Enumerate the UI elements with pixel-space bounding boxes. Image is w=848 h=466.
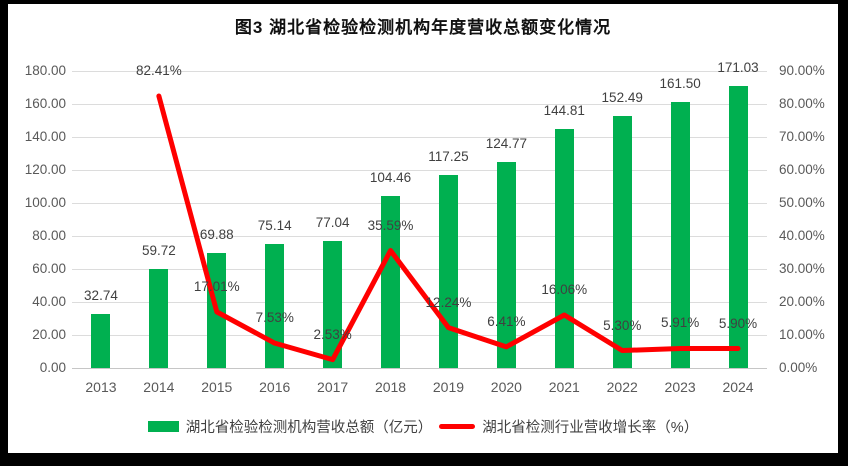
line-value-label-2022: 5.30% (603, 317, 642, 333)
gridline (72, 202, 767, 204)
legend-bar-label: 湖北省检验检测机构营收总额（亿元） (185, 420, 433, 436)
legend-line-swatch (439, 424, 476, 429)
x-axis-tick-2014: 2014 (143, 379, 175, 395)
y-axis-left-tick: 120.00 (24, 162, 66, 177)
bar-2015 (207, 252, 227, 368)
bar-value-label-2018: 104.46 (369, 169, 412, 185)
line-value-label-2020: 6.41% (487, 313, 526, 329)
gridline (72, 136, 767, 138)
bar-2016 (265, 244, 285, 368)
x-axis-tick-2020: 2020 (490, 379, 522, 395)
line-value-label-2023: 5.91% (660, 315, 700, 331)
y-axis-right-tick: 80.00% (779, 96, 825, 111)
x-axis-tick-2013: 2013 (85, 379, 117, 395)
line-value-label-2019: 12.24% (425, 294, 472, 310)
bar-2014 (149, 269, 169, 368)
y-axis-right-tick: 50.00% (779, 195, 825, 210)
x-axis-tick-2022: 2022 (606, 379, 638, 395)
line-value-label-2015: 17.01% (193, 278, 240, 294)
x-axis-tick-2017: 2017 (317, 379, 349, 395)
x-axis-tick-2021: 2021 (548, 379, 580, 395)
y-axis-right-tick: 40.00% (779, 228, 825, 243)
gridline (72, 367, 767, 369)
bar-2020 (496, 162, 516, 368)
bar-value-label-2015: 69.88 (199, 226, 234, 242)
y-axis-right-tick: 60.00% (779, 162, 825, 177)
y-axis-left-tick: 40.00 (32, 294, 66, 309)
y-axis-left-tick: 20.00 (32, 327, 66, 342)
bar-value-label-2024: 171.03 (717, 59, 759, 75)
y-axis-right-tick: 10.00% (779, 327, 825, 342)
y-axis-right-tick: 90.00% (779, 63, 825, 78)
bar-value-label-2020: 124.77 (485, 136, 528, 152)
bar-value-label-2013: 32.74 (84, 287, 118, 303)
legend-line-label: 湖北省检测行业营收增长率（%） (482, 420, 699, 436)
x-axis-tick-2015: 2015 (201, 379, 233, 395)
line-value-label-2021: 16.06% (541, 282, 588, 297)
gridline (72, 268, 767, 270)
y-axis-left-tick: 180.00 (24, 63, 66, 78)
y-axis-left-tick: 80.00 (32, 228, 66, 243)
line-value-label-2014: 82.41% (135, 63, 182, 79)
bar-value-label-2017: 77.04 (315, 214, 350, 230)
x-axis-tick-2024: 2024 (722, 379, 754, 395)
bar-2017 (323, 240, 343, 368)
legend-bar-swatch (147, 421, 179, 432)
y-axis-left-tick: 100.00 (24, 195, 66, 210)
bar-value-label-2014: 59.72 (141, 243, 176, 259)
y-axis-right-tick: 20.00% (779, 294, 825, 309)
gridline (72, 334, 767, 336)
bar-value-label-2019: 117.25 (428, 148, 469, 164)
chart-panel: 图3 湖北省检验检测机构年度营收总额变化情况 0.00 20.00 40.00 60.… (8, 4, 838, 453)
line-value-label-2024: 5.90% (718, 315, 758, 331)
gridline (72, 70, 767, 72)
x-axis-tick-2018: 2018 (374, 379, 407, 395)
y-axis-right-tick: 0.00% (779, 360, 818, 375)
y-axis-left-tick: 0.00 (39, 360, 66, 375)
chart-title: 图3 湖北省检验检测机构年度营收总额变化情况 (234, 18, 612, 37)
line-value-label-2018: 35.59% (367, 217, 414, 233)
line-value-label-2016: 7.53% (255, 310, 294, 326)
bar-2013 (91, 313, 111, 368)
bar-value-label-2023: 161.50 (659, 75, 701, 91)
y-axis-right-tick: 30.00% (779, 261, 825, 276)
x-axis-tick-2016: 2016 (259, 379, 291, 395)
y-axis-left-tick: 60.00 (32, 261, 66, 276)
x-axis-tick-2023: 2023 (664, 379, 696, 395)
y-axis-right-tick: 70.00% (779, 129, 825, 144)
x-axis-tick-2019: 2019 (432, 379, 465, 395)
bar-2021 (554, 129, 574, 368)
y-axis-left-tick: 160.00 (24, 96, 66, 111)
y-axis-left-tick: 140.00 (24, 129, 66, 144)
bar-value-label-2022: 152.49 (601, 90, 643, 106)
bar-value-label-2021: 144.81 (543, 103, 585, 119)
bar-2019 (438, 174, 458, 368)
bar-value-label-2016: 75.14 (257, 218, 292, 234)
legend: 湖北省检验检测机构营收总额（亿元） 湖北省检测行业营收增长率（%） (8, 416, 838, 437)
line-value-label-2017: 2.53% (313, 326, 352, 342)
